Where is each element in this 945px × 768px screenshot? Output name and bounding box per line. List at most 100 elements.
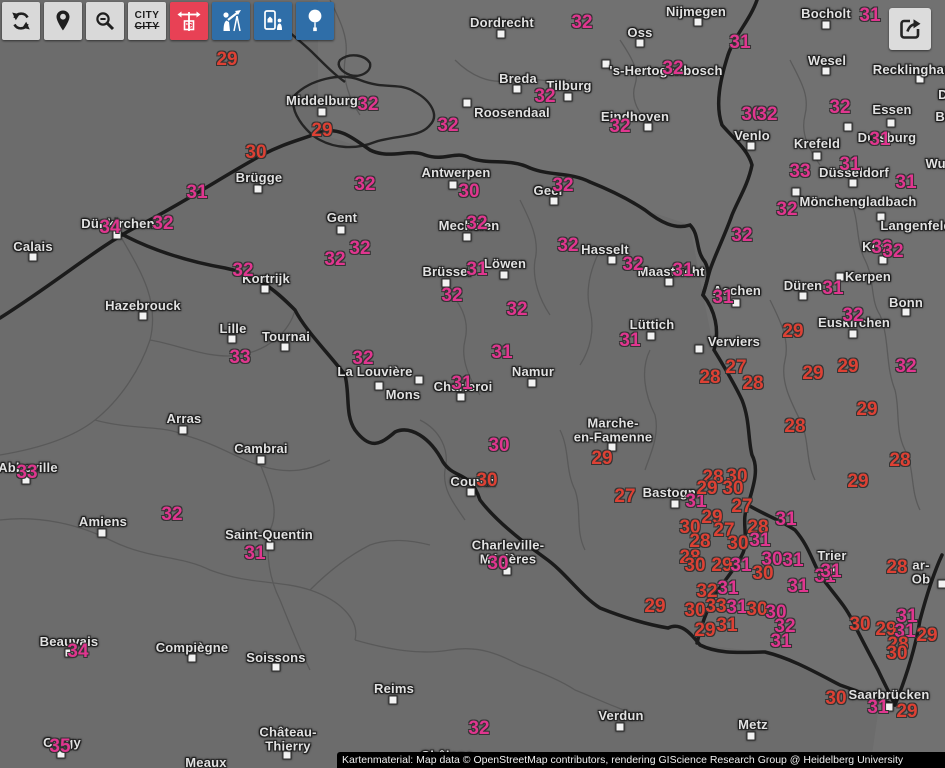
- station-temp-value[interactable]: 31: [859, 5, 881, 26]
- station-temp-value[interactable]: 32: [468, 718, 490, 739]
- station-temp-value[interactable]: 32: [756, 104, 778, 125]
- station-temp-value[interactable]: 31: [869, 129, 891, 150]
- refresh-button[interactable]: [2, 2, 40, 40]
- station-temp-value[interactable]: 32: [696, 581, 718, 602]
- station-temp-value[interactable]: 30: [761, 549, 783, 570]
- station-temp-value[interactable]: 34: [99, 217, 121, 238]
- station-temp-value[interactable]: 32: [437, 115, 459, 136]
- station-temp-value[interactable]: 32: [506, 299, 528, 320]
- station-temp-value[interactable]: 32: [662, 58, 684, 79]
- station-temp-value[interactable]: 31: [491, 342, 513, 363]
- locate-button[interactable]: [44, 2, 82, 40]
- station-temp-value[interactable]: 29: [644, 596, 666, 617]
- station-temp-value[interactable]: 32: [557, 235, 579, 256]
- station-temp-value[interactable]: 30: [679, 517, 701, 538]
- station-temp-value[interactable]: 30: [825, 688, 847, 709]
- station-temp-value[interactable]: 29: [875, 619, 897, 640]
- station-temp-value[interactable]: 33: [16, 462, 38, 483]
- app-reports-button[interactable]: [254, 2, 292, 40]
- station-temp-value[interactable]: 28: [702, 467, 724, 488]
- station-temp-value[interactable]: 31: [814, 566, 836, 587]
- station-temp-value[interactable]: 29: [782, 321, 804, 342]
- station-temp-value[interactable]: 30: [746, 599, 768, 620]
- station-temp-value[interactable]: 31: [775, 509, 797, 530]
- station-temp-value[interactable]: 27: [725, 357, 747, 378]
- station-temp-value[interactable]: 31: [822, 278, 844, 299]
- city-labels-toggle-button[interactable]: CITY CITY: [128, 2, 166, 40]
- station-temp-value[interactable]: 27: [731, 496, 753, 517]
- station-temp-value[interactable]: 28: [689, 531, 711, 552]
- station-temp-value[interactable]: 31: [466, 259, 488, 280]
- station-temp-value[interactable]: 29: [916, 625, 938, 646]
- station-temp-value[interactable]: 32: [622, 254, 644, 275]
- zoom-out-button[interactable]: [86, 2, 124, 40]
- station-temp-value[interactable]: 30: [886, 643, 908, 664]
- station-temp-value[interactable]: 32: [609, 116, 631, 137]
- station-temp-value[interactable]: 31: [672, 260, 694, 281]
- station-temp-value[interactable]: 29: [216, 49, 238, 70]
- station-temp-value[interactable]: 32: [871, 237, 893, 258]
- station-temp-value[interactable]: 32: [152, 213, 174, 234]
- station-temp-value[interactable]: 30: [684, 600, 706, 621]
- station-temp-value[interactable]: 28: [679, 547, 701, 568]
- station-temp-value[interactable]: 31: [867, 697, 889, 718]
- station-temp-value[interactable]: 32: [232, 260, 254, 281]
- station-temp-value[interactable]: 30: [849, 614, 871, 635]
- station-temp-value[interactable]: 29: [837, 356, 859, 377]
- station-temp-value[interactable]: 29: [701, 507, 723, 528]
- station-temp-value[interactable]: 32: [534, 86, 556, 107]
- station-temp-value[interactable]: 31: [729, 32, 751, 53]
- station-temp-value[interactable]: 32: [842, 305, 864, 326]
- station-temp-value[interactable]: 29: [802, 363, 824, 384]
- station-temp-value[interactable]: 31: [244, 543, 266, 564]
- station-temp-value[interactable]: 31: [770, 631, 792, 652]
- station-temp-value[interactable]: 28: [889, 450, 911, 471]
- station-temp-value[interactable]: 32: [357, 94, 379, 115]
- station-temp-value[interactable]: 28: [886, 557, 908, 578]
- station-temp-value[interactable]: 31: [895, 172, 917, 193]
- station-temp-value[interactable]: 30: [752, 563, 774, 584]
- station-temp-value[interactable]: 29: [711, 555, 733, 576]
- station-temp-value[interactable]: 32: [882, 241, 904, 262]
- station-temp-value[interactable]: 35: [49, 736, 71, 757]
- station-temp-value[interactable]: 28: [742, 373, 764, 394]
- station-temp-value[interactable]: 28: [784, 416, 806, 437]
- station-temp-value[interactable]: 31: [186, 182, 208, 203]
- station-temp-value[interactable]: 29: [856, 399, 878, 420]
- station-temp-value[interactable]: 32: [774, 616, 796, 637]
- station-temp-value[interactable]: 30: [245, 142, 267, 163]
- station-temp-value[interactable]: 32: [441, 285, 463, 306]
- station-temp-value[interactable]: 29: [896, 701, 918, 722]
- station-values-button[interactable]: °C: [170, 2, 208, 40]
- station-temp-value[interactable]: 32: [352, 348, 374, 369]
- station-temp-value[interactable]: 31: [717, 578, 739, 599]
- station-temp-value[interactable]: 30: [458, 181, 480, 202]
- station-temp-value[interactable]: 32: [349, 238, 371, 259]
- station-temp-value[interactable]: 30: [684, 555, 706, 576]
- station-temp-value[interactable]: 30: [765, 602, 787, 623]
- station-temp-value[interactable]: 31: [730, 555, 752, 576]
- station-temp-value[interactable]: 30: [488, 435, 510, 456]
- station-temp-value[interactable]: 31: [619, 330, 641, 351]
- station-temp-value[interactable]: 33: [789, 161, 811, 182]
- station-temp-value[interactable]: 31: [685, 491, 707, 512]
- station-temp-value[interactable]: 30: [726, 466, 748, 487]
- station-temp-value[interactable]: 31: [712, 287, 734, 308]
- observer-reports-button[interactable]: [212, 2, 250, 40]
- station-temp-value[interactable]: 31: [782, 550, 804, 571]
- station-temp-value[interactable]: 32: [552, 175, 574, 196]
- station-temp-value[interactable]: 34: [67, 641, 89, 662]
- station-temp-value[interactable]: 31: [820, 561, 842, 582]
- station-temp-value[interactable]: 32: [895, 356, 917, 377]
- station-temp-value[interactable]: 32: [324, 249, 346, 270]
- station-temp-value[interactable]: 32: [466, 213, 488, 234]
- share-button[interactable]: [889, 8, 931, 50]
- station-temp-value[interactable]: 30: [722, 478, 744, 499]
- station-temp-value[interactable]: 28: [699, 367, 721, 388]
- station-temp-value[interactable]: 31: [894, 621, 916, 642]
- station-temp-value[interactable]: 27: [614, 486, 636, 507]
- station-temp-value[interactable]: 31: [839, 154, 861, 175]
- station-temp-value[interactable]: 27: [713, 520, 735, 541]
- station-temp-value[interactable]: 32: [731, 225, 753, 246]
